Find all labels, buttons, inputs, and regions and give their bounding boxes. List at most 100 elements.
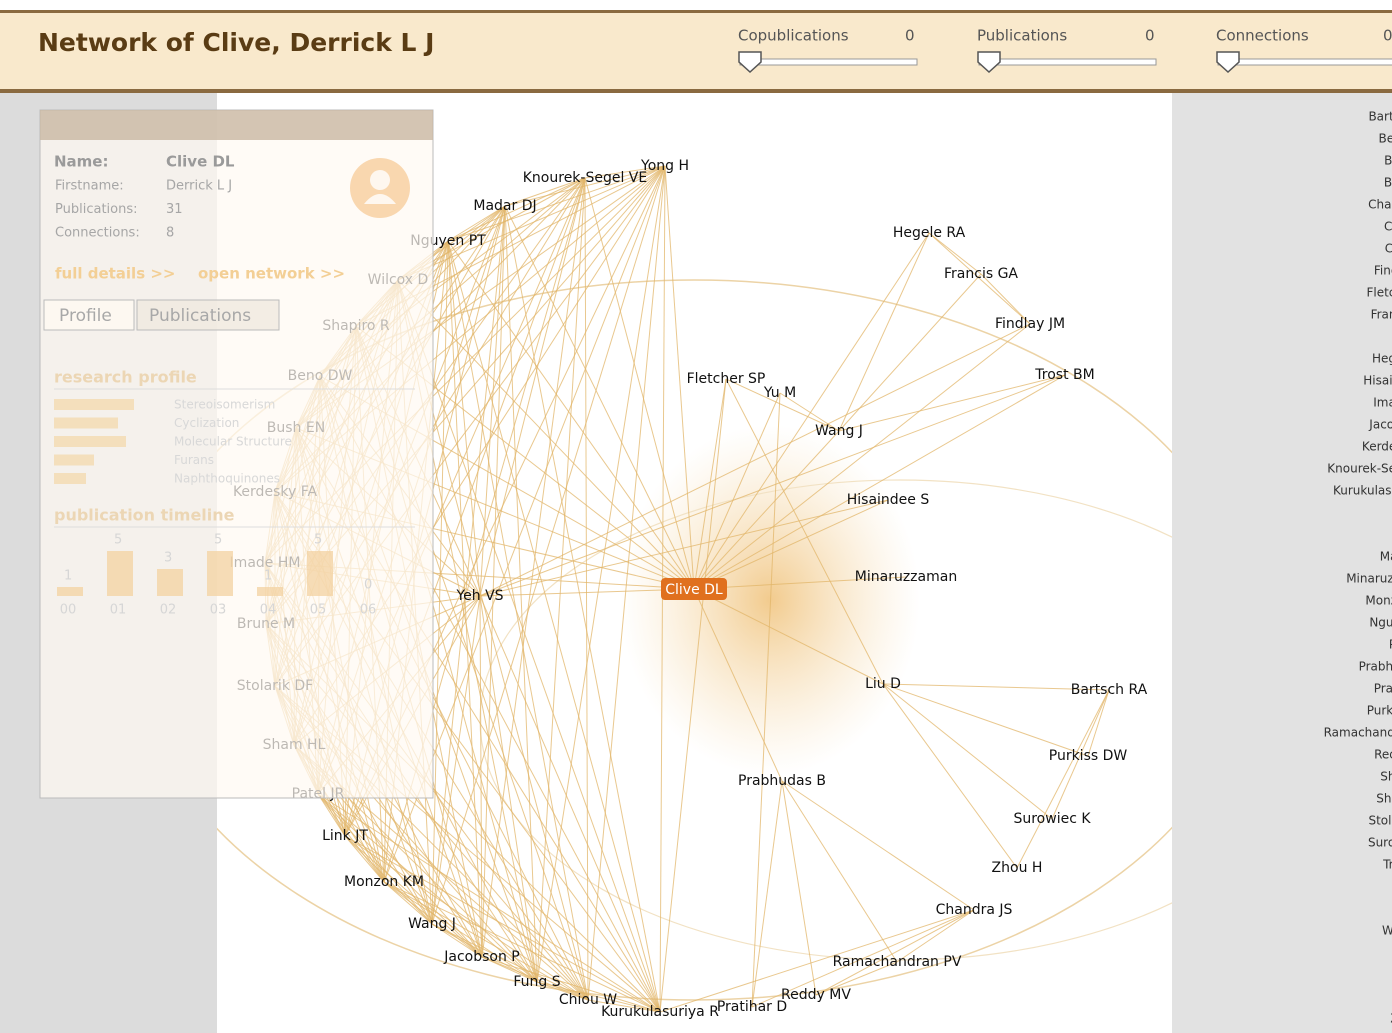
timeline-year: 05: [310, 603, 327, 618]
node-label[interactable]: Wang J: [408, 916, 456, 932]
node-label[interactable]: Hegele RA: [893, 225, 966, 241]
author-name[interactable]: Hegele RA: [1372, 352, 1392, 366]
node-label[interactable]: Ramachandran PV: [833, 954, 962, 970]
author-name[interactable]: Chiou W: [1384, 220, 1392, 234]
edge: [431, 240, 449, 925]
slider-track[interactable]: [978, 58, 1157, 66]
author-name[interactable]: Reddy MV: [1374, 748, 1392, 762]
slider-thumb[interactable]: [977, 51, 1001, 74]
edge: [317, 793, 538, 983]
node-label[interactable]: Reddy MV: [781, 987, 851, 1003]
slider-thumb[interactable]: [1216, 51, 1240, 74]
timeline-year: 03: [210, 603, 227, 618]
author-name[interactable]: Pratihar D: [1374, 682, 1392, 696]
node-label[interactable]: Jacobson P: [443, 949, 519, 965]
slider-track[interactable]: [739, 58, 918, 66]
tab[interactable]: [136, 299, 280, 331]
author-name[interactable]: Sham HL: [1380, 770, 1392, 784]
author-name[interactable]: Stolarik DF: [1368, 814, 1392, 828]
author-name[interactable]: Fletcher SP: [1366, 286, 1392, 300]
author-name[interactable]: Wilcox D: [1382, 924, 1392, 938]
node-label[interactable]: Yu M: [763, 385, 796, 401]
panel-body: [39, 109, 434, 799]
node-label[interactable]: Knourek-Segel VE: [523, 170, 647, 186]
node-label[interactable]: Yeh VS: [455, 588, 503, 604]
author-name[interactable]: Purkiss DW: [1367, 704, 1392, 718]
author-name[interactable]: Prabhudas B: [1359, 660, 1392, 674]
node-label[interactable]: Kurukulasuriya R: [601, 1004, 719, 1020]
author-name[interactable]: Madar DJ: [1380, 550, 1392, 564]
edge: [882, 683, 1110, 691]
author-name[interactable]: Chandra JS: [1368, 198, 1392, 212]
author-name[interactable]: Kerdesky FA: [1362, 440, 1392, 454]
edge: [1051, 689, 1110, 820]
node-label[interactable]: Fung S: [513, 974, 560, 990]
author-name[interactable]: Bush EN: [1384, 176, 1392, 190]
slider-thumb[interactable]: [738, 51, 762, 74]
author-name[interactable]: Beno DW: [1379, 132, 1392, 146]
node-label[interactable]: Bartsch RA: [1071, 682, 1148, 698]
node-label[interactable]: Purkiss DW: [1049, 748, 1128, 764]
edge: [397, 279, 695, 590]
author-name[interactable]: Ramachandran PV: [1324, 726, 1392, 740]
edge: [479, 499, 889, 597]
edge: [882, 683, 1018, 869]
node-label[interactable]: Monzon KM: [344, 874, 424, 890]
node-label[interactable]: Link JT: [322, 828, 368, 844]
node-label[interactable]: Yong H: [640, 158, 689, 174]
topic-label: Stereoisomerism: [174, 398, 275, 412]
author-name[interactable]: Kurukulasuriya R: [1333, 484, 1392, 498]
node-label[interactable]: Chiou W: [559, 992, 617, 1008]
node-label[interactable]: Pratihar D: [717, 999, 787, 1015]
edge: [447, 205, 506, 242]
node-label[interactable]: Findlay JM: [995, 316, 1065, 332]
edge: [397, 279, 661, 1013]
node-label[interactable]: Zhou H: [992, 860, 1043, 876]
author-name[interactable]: Patel JR: [1389, 638, 1392, 652]
node-label[interactable]: Madar DJ: [473, 198, 536, 214]
center-node[interactable]: [661, 578, 727, 600]
node-label[interactable]: Hisaindee S: [847, 492, 930, 508]
author-name[interactable]: Imade HM: [1373, 396, 1392, 410]
node-label[interactable]: Surowiec K: [1013, 811, 1091, 827]
author-name[interactable]: Nguyen PT: [1369, 616, 1392, 630]
timeline-bar: [57, 587, 83, 596]
author-name[interactable]: Surowiec K: [1368, 836, 1392, 850]
link[interactable]: full details >>: [55, 265, 175, 283]
edge: [928, 232, 982, 275]
slider-track[interactable]: [1217, 58, 1392, 66]
node-label[interactable]: Trost BM: [1034, 367, 1094, 383]
node-label[interactable]: Minaruzzaman: [855, 569, 957, 585]
author-name[interactable]: Francis GA: [1371, 308, 1392, 322]
tab-label[interactable]: Profile: [59, 306, 112, 326]
author-name[interactable]: Bartsch RA: [1368, 110, 1392, 124]
node-label[interactable]: Liu D: [865, 676, 901, 692]
node-label[interactable]: Clive DL: [665, 582, 723, 598]
author-name[interactable]: Knourek-Segel VE: [1327, 462, 1392, 476]
edge: [781, 780, 975, 911]
node-label[interactable]: Prabhudas B: [738, 773, 826, 789]
edge: [882, 683, 1089, 757]
edge: [504, 205, 661, 1013]
node-label[interactable]: Francis GA: [944, 266, 1018, 282]
node-label[interactable]: Wang J: [815, 423, 863, 439]
tab-label[interactable]: Publications: [149, 306, 251, 326]
author-name[interactable]: Clive DL: [1385, 242, 1392, 256]
author-name[interactable]: Findlay JM: [1374, 264, 1392, 278]
author-name[interactable]: Brune M: [1384, 154, 1392, 168]
author-name[interactable]: Monzon KM: [1365, 594, 1392, 608]
node-label[interactable]: Chandra JS: [936, 902, 1013, 918]
node-label[interactable]: Fletcher SP: [687, 371, 766, 387]
edge: [693, 588, 884, 685]
timeline-bar: [157, 569, 183, 596]
author-name[interactable]: Trost BM: [1382, 858, 1392, 872]
link[interactable]: open network >>: [198, 265, 345, 283]
edge: [664, 165, 695, 590]
author-name[interactable]: Minaruzzaman: [1346, 572, 1392, 586]
author-name[interactable]: Zhou H: [1390, 1012, 1392, 1026]
name-label: Name:: [54, 153, 108, 171]
tab[interactable]: [43, 299, 135, 331]
author-name[interactable]: Jacobson P: [1368, 418, 1392, 432]
author-name[interactable]: Hisaindee S: [1363, 374, 1392, 388]
author-name[interactable]: Shapiro R: [1376, 792, 1392, 806]
